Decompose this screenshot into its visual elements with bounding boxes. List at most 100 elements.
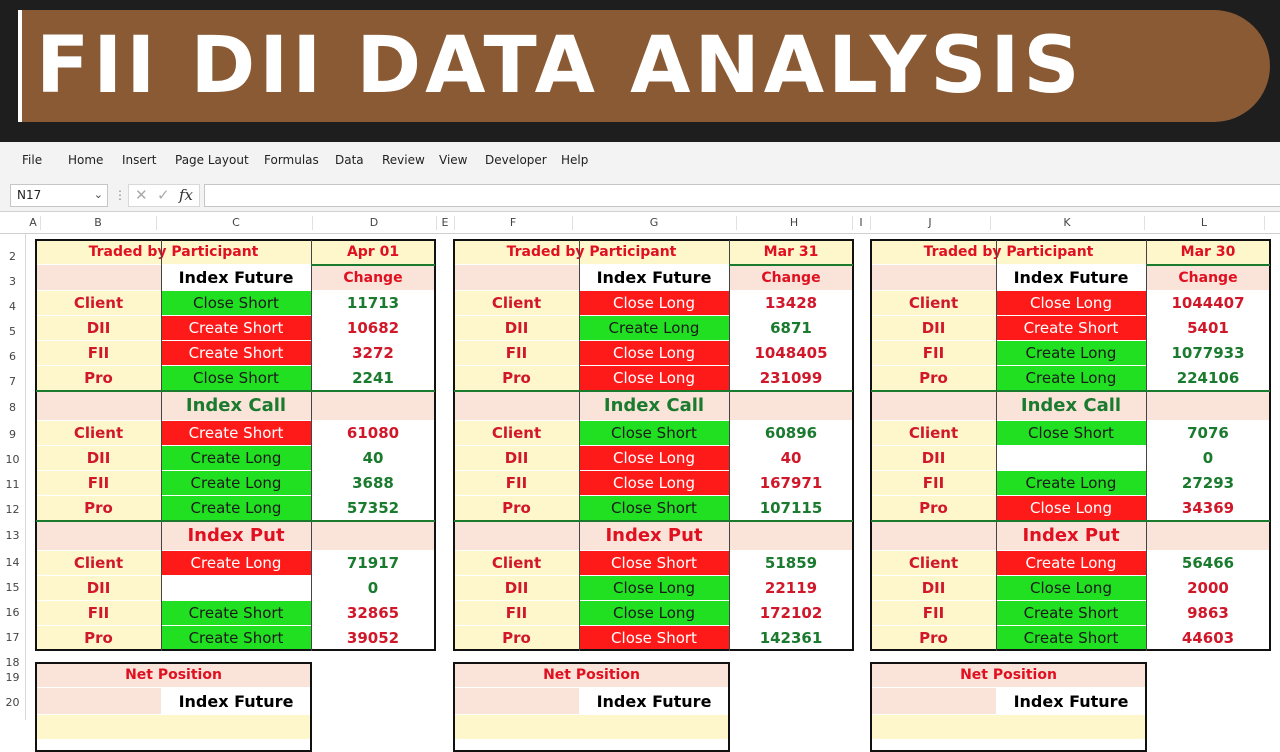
row-header-13[interactable]: 13	[5, 529, 20, 542]
participant-label[interactable]: FII	[871, 471, 996, 495]
row-header-16[interactable]: 16	[5, 606, 20, 619]
action-cell[interactable]: Create Long	[996, 341, 1146, 365]
change-header[interactable]	[1146, 521, 1270, 550]
row-header-5[interactable]: 5	[9, 325, 16, 338]
participant-label[interactable]: FII	[454, 601, 579, 625]
panel-date[interactable]: Mar 30	[1146, 240, 1270, 264]
row-header-11[interactable]: 11	[5, 478, 20, 491]
action-cell[interactable]: Create Long	[579, 316, 729, 340]
action-cell[interactable]: Create Long	[161, 551, 311, 575]
participant-label[interactable]: DII	[36, 576, 161, 600]
participant-label[interactable]: Client	[871, 421, 996, 445]
menu-review[interactable]: Review	[382, 153, 425, 167]
column-header-d[interactable]: D	[369, 216, 379, 229]
change-value[interactable]: 22119	[729, 576, 853, 600]
action-cell[interactable]: Close Long	[579, 366, 729, 390]
action-cell[interactable]: Create Short	[161, 421, 311, 445]
change-value[interactable]: 51859	[729, 551, 853, 575]
participant-label[interactable]: Client	[871, 551, 996, 575]
column-header-h[interactable]: H	[789, 216, 799, 229]
row-header-2[interactable]: 2	[9, 250, 16, 263]
action-cell[interactable]: Close Long	[579, 341, 729, 365]
change-header[interactable]	[729, 391, 853, 420]
row-header-4[interactable]: 4	[9, 300, 16, 313]
participant-label[interactable]: Client	[871, 291, 996, 315]
worksheet-grid[interactable]: Traded by Participant Apr 01 Index Future C…	[26, 234, 1280, 752]
participant-label[interactable]: Client	[36, 291, 161, 315]
participant-label[interactable]: Pro	[36, 496, 161, 520]
net-index-future[interactable]: Index Future	[579, 688, 729, 714]
menu-home[interactable]: Home	[68, 153, 104, 167]
change-value[interactable]: 107115	[729, 496, 853, 520]
section-title[interactable]: Index Put	[579, 521, 729, 550]
row-header-20[interactable]: 20	[5, 696, 20, 709]
change-value[interactable]: 39052	[311, 626, 435, 650]
change-value[interactable]: 3688	[311, 471, 435, 495]
row-header-6[interactable]: 6	[9, 350, 16, 363]
column-header-e[interactable]: E	[441, 216, 449, 229]
change-value[interactable]: 0	[311, 576, 435, 600]
action-cell[interactable]: Close Short	[579, 626, 729, 650]
action-cell[interactable]: Close Short	[579, 496, 729, 520]
action-cell[interactable]: Close Long	[996, 291, 1146, 315]
action-cell[interactable]: Close Short	[996, 421, 1146, 445]
change-value[interactable]: 61080	[311, 421, 435, 445]
action-cell[interactable]: Close Short	[579, 551, 729, 575]
row-header-19[interactable]: 19	[5, 671, 20, 684]
panel-date[interactable]: Apr 01	[311, 240, 435, 264]
participant-label[interactable]: DII	[871, 446, 996, 470]
participant-label[interactable]: DII	[454, 446, 579, 470]
row-header-15[interactable]: 15	[5, 581, 20, 594]
participant-label[interactable]: FII	[36, 601, 161, 625]
section-title[interactable]: Index Future	[996, 265, 1146, 290]
participant-label[interactable]: DII	[36, 316, 161, 340]
change-header[interactable]: Change	[311, 265, 435, 290]
change-value[interactable]: 11713	[311, 291, 435, 315]
action-cell[interactable]: Close Long	[579, 291, 729, 315]
participant-label[interactable]: FII	[36, 341, 161, 365]
change-value[interactable]: 2000	[1146, 576, 1270, 600]
formula-input[interactable]	[204, 184, 1280, 207]
participant-label[interactable]: DII	[36, 446, 161, 470]
section-title[interactable]: Index Future	[579, 265, 729, 290]
row-header-17[interactable]: 17	[5, 631, 20, 644]
participant-label[interactable]: DII	[454, 576, 579, 600]
action-cell[interactable]: Close Long	[579, 576, 729, 600]
column-header-b[interactable]: B	[94, 216, 102, 229]
participant-label[interactable]: Client	[454, 291, 579, 315]
net-index-future[interactable]: Index Future	[996, 688, 1146, 714]
change-value[interactable]: 1044407	[1146, 291, 1270, 315]
change-value[interactable]: 5401	[1146, 316, 1270, 340]
action-cell[interactable]: Create Short	[996, 601, 1146, 625]
participant-label[interactable]: Client	[36, 551, 161, 575]
section-blank[interactable]	[454, 391, 579, 420]
change-value[interactable]: 56466	[1146, 551, 1270, 575]
participant-label[interactable]: FII	[871, 341, 996, 365]
change-value[interactable]: 1077933	[1146, 341, 1270, 365]
participant-label[interactable]: Pro	[36, 626, 161, 650]
change-value[interactable]: 142361	[729, 626, 853, 650]
action-cell[interactable]: Create Long	[996, 366, 1146, 390]
participant-label[interactable]: DII	[871, 316, 996, 340]
change-header[interactable]	[729, 521, 853, 550]
participant-label[interactable]: Pro	[36, 366, 161, 390]
change-value[interactable]: 71917	[311, 551, 435, 575]
section-blank[interactable]	[36, 521, 161, 550]
enter-icon[interactable]: ✓	[157, 186, 170, 204]
row-header-14[interactable]: 14	[5, 556, 20, 569]
menu-formulas[interactable]: Formulas	[264, 153, 319, 167]
participant-label[interactable]: Client	[454, 551, 579, 575]
participant-label[interactable]: Pro	[871, 496, 996, 520]
change-value[interactable]: 40	[311, 446, 435, 470]
action-cell[interactable]: Close Long	[996, 576, 1146, 600]
column-header-g[interactable]: G	[649, 216, 659, 229]
change-value[interactable]: 13428	[729, 291, 853, 315]
participant-label[interactable]: Client	[36, 421, 161, 445]
change-value[interactable]: 6871	[729, 316, 853, 340]
change-value[interactable]: 44603	[1146, 626, 1270, 650]
section-title[interactable]: Index Call	[161, 391, 311, 420]
cancel-icon[interactable]: ✕	[135, 186, 148, 204]
menu-file[interactable]: File	[22, 153, 43, 167]
action-cell[interactable]: Create Short	[161, 341, 311, 365]
change-value[interactable]: 2241	[311, 366, 435, 390]
